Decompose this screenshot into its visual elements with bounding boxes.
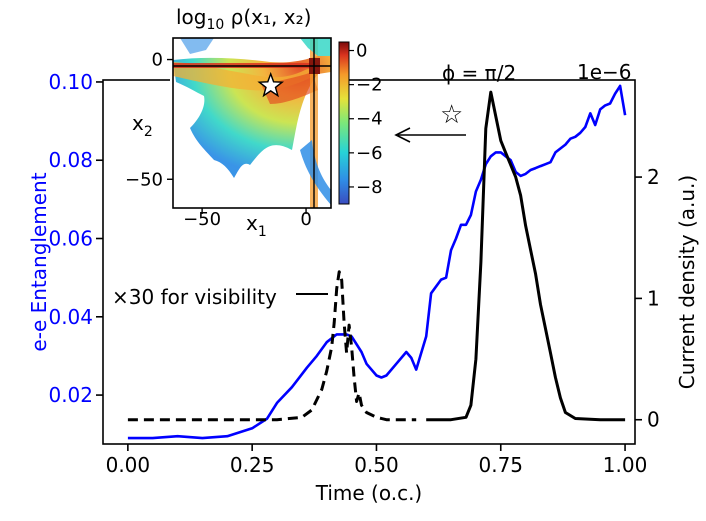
- current-dashed-series-line: [127, 270, 417, 422]
- main-axes: [102, 79, 636, 445]
- x-tick-label: 0.25: [230, 453, 275, 477]
- current-solid-series-line: [426, 90, 626, 422]
- x-tick-label: 0.00: [106, 453, 151, 477]
- inset-title: log10 ρ(x₁, x₂): [176, 5, 311, 33]
- x-axis-label: Time (o.c.): [315, 481, 423, 505]
- right-tick-label: 1: [647, 286, 660, 310]
- inset-plot-frame: [172, 37, 332, 209]
- inset-x-tick-label: −50: [183, 209, 221, 230]
- x-tick-label: 1.00: [603, 453, 648, 477]
- colorbar-tick-label: −4: [356, 109, 383, 130]
- left-axis-ticks: 0.02 0.04 0.06 0.08 0.10: [48, 70, 103, 407]
- inset-ticks: −50 0 0 −50: [125, 50, 312, 230]
- inset-x-label: x1: [246, 211, 267, 240]
- inset-pointer-arrow: [394, 127, 466, 143]
- colorbar-tick-label: −8: [356, 177, 383, 198]
- left-axis-label: e-e Entanglement: [27, 172, 51, 351]
- left-tick-label: 0.08: [48, 148, 93, 172]
- x-tick-label: 0.50: [354, 453, 399, 477]
- left-tick-label: 0.06: [48, 227, 93, 251]
- left-tick-label: 0.04: [48, 305, 93, 329]
- x-axis-ticks: 0.00 0.25 0.50 0.75 1.00: [106, 444, 648, 477]
- right-tick-label: 0: [647, 408, 660, 432]
- inset-heatmap: −50 0 0 −50: [125, 34, 340, 230]
- inset-star-marker: [257, 71, 285, 98]
- right-axis-ticks: 0 1 2: [635, 165, 660, 432]
- right-axis-scale-label: 1e−6: [577, 60, 632, 84]
- phase-annotation: ϕ = π/2: [442, 61, 516, 85]
- colorbar-tick-label: −6: [356, 143, 383, 164]
- left-tick-label: 0.02: [48, 383, 93, 407]
- star-annotation: ☆: [440, 100, 463, 130]
- series-layer: [127, 84, 627, 440]
- visibility-annotation: ×30 for visibility: [112, 285, 277, 309]
- colorbar-ticks: 0 −2 −4 −6 −8: [349, 41, 383, 198]
- colorbar-bar: [338, 41, 350, 205]
- inset-y-label: x2: [132, 111, 153, 140]
- colorbar-tick-label: −2: [356, 75, 383, 96]
- inset-y-tick-label: 0: [152, 50, 163, 71]
- main-plot-frame: [102, 79, 636, 445]
- right-tick-label: 2: [647, 165, 660, 189]
- inset-y-tick-label: −50: [125, 169, 163, 190]
- right-axis-label: Current density (a.u.): [675, 175, 699, 389]
- left-tick-label: 0.10: [48, 70, 93, 94]
- x-tick-label: 0.75: [478, 453, 523, 477]
- entanglement-series-line: [127, 84, 627, 440]
- inset-x-tick-label: 0: [300, 209, 311, 230]
- inset-colorbar: 0 −2 −4 −6 −8: [338, 41, 383, 205]
- colorbar-tick-label: 0: [356, 41, 367, 62]
